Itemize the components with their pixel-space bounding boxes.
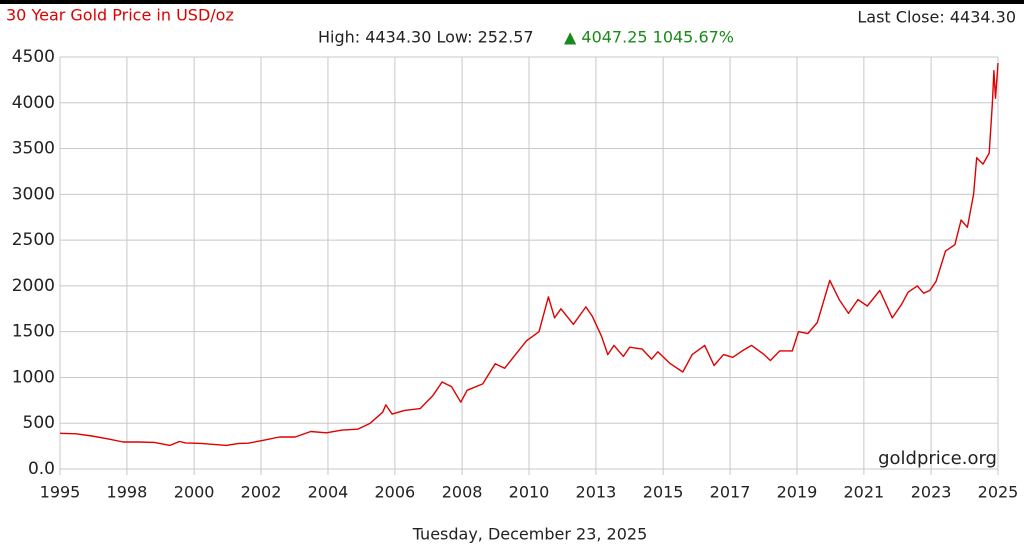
x-tick-label: 2002 — [241, 483, 282, 502]
x-tick-label: 1995 — [40, 483, 81, 502]
x-tick-label: 2025 — [978, 483, 1019, 502]
x-tick-label: 2004 — [308, 483, 349, 502]
x-tick-label: 2019 — [777, 483, 818, 502]
last-close: Last Close: 4434.30 — [857, 8, 1016, 27]
price-line — [59, 62, 999, 447]
y-tick-label: 1000 — [12, 367, 55, 387]
y-tick-label: 2500 — [12, 230, 55, 250]
y-tick-label: 2000 — [12, 276, 55, 296]
y-tick-label: 500 — [23, 413, 55, 433]
x-tick-label: 2008 — [442, 483, 483, 502]
y-tick-label: 0.0 — [28, 459, 55, 479]
x-tick-label: 2023 — [911, 483, 952, 502]
x-tick-label: 1998 — [107, 483, 148, 502]
top-bar — [0, 0, 1024, 4]
y-tick-label: 4500 — [12, 47, 55, 67]
change: ▲ 4047.25 1045.67% — [564, 28, 734, 47]
x-tick-label: 2006 — [375, 483, 416, 502]
x-tick-label: 2021 — [844, 483, 885, 502]
date: Tuesday, December 23, 2025 — [412, 525, 648, 544]
x-tick-label: 2010 — [509, 483, 550, 502]
source: goldprice.org — [878, 448, 997, 469]
x-tick-label: 2013 — [576, 483, 617, 502]
x-tick-label: 2017 — [710, 483, 751, 502]
chart-title: 30 Year Gold Price in USD/oz — [6, 6, 234, 25]
y-tick-label: 4000 — [12, 93, 55, 113]
y-tick-label: 3000 — [12, 184, 55, 204]
x-tick-label: 2015 — [643, 483, 684, 502]
x-tick-label: 2000 — [174, 483, 215, 502]
y-tick-label: 1500 — [12, 322, 55, 342]
y-tick-label: 3500 — [12, 139, 55, 159]
stats: High: 4434.30 Low: 252.57 — [318, 28, 534, 47]
